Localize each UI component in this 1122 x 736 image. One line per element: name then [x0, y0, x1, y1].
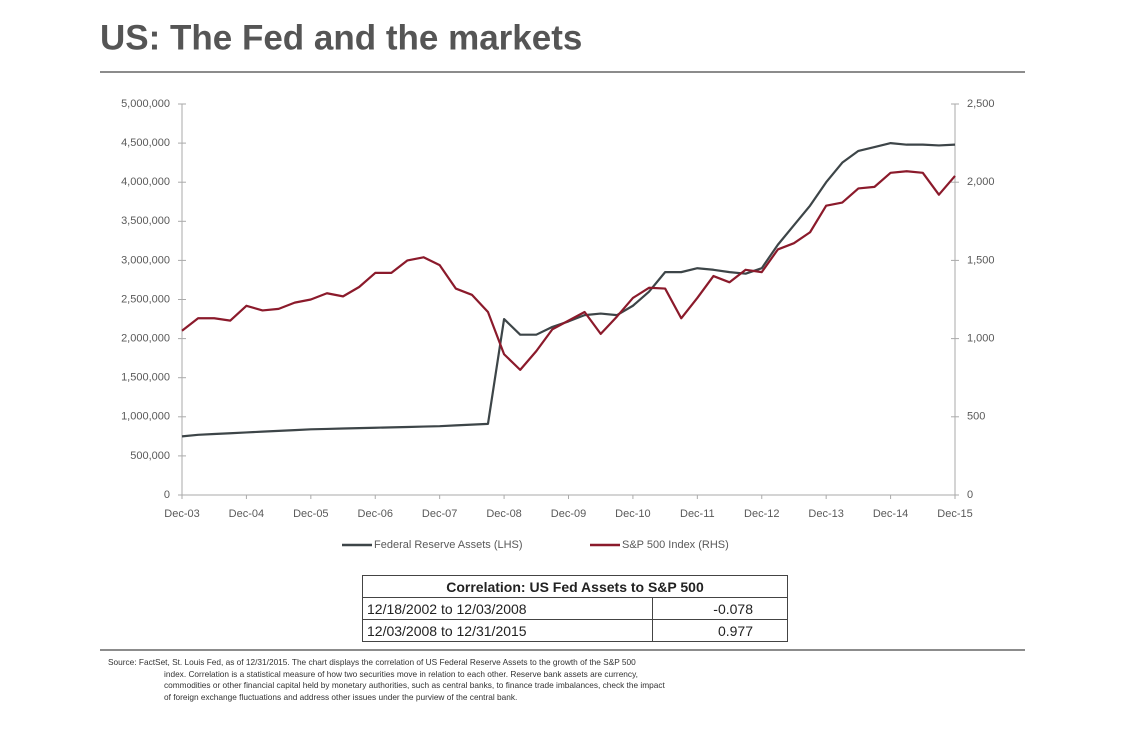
x-tick-label: Dec-08 — [486, 508, 521, 520]
source-line: index. Correlation is a statistical meas… — [164, 668, 638, 679]
x-tick-label: Dec-06 — [358, 508, 393, 520]
y2-tick-label: 1,000 — [967, 333, 995, 345]
legend-label: S&P 500 Index (RHS) — [622, 539, 729, 551]
table-cell: 12/18/2002 to 12/03/2008 — [362, 597, 653, 620]
x-tick-label: Dec-15 — [937, 508, 972, 520]
table-cell: 12/03/2008 to 12/31/2015 — [362, 619, 653, 642]
x-tick-label: Dec-04 — [229, 508, 264, 520]
y-tick-label: 3,500,000 — [121, 215, 170, 227]
source-line: of foreign exchange fluctuations and add… — [164, 691, 518, 702]
x-tick-label: Dec-05 — [293, 508, 328, 520]
x-tick-label: Dec-10 — [615, 508, 650, 520]
x-tick-label: Dec-12 — [744, 508, 779, 520]
y-tick-label: 4,000,000 — [121, 176, 170, 188]
y-tick-label: 1,000,000 — [121, 411, 170, 423]
table-cell: 0.977 — [651, 619, 789, 642]
x-tick-label: Dec-07 — [422, 508, 457, 520]
y2-tick-label: 2,000 — [967, 176, 995, 188]
y-tick-label: 5,000,000 — [121, 98, 170, 110]
source-line: commodities or other financial capital h… — [164, 680, 665, 690]
y-tick-label: 1,500,000 — [121, 372, 170, 384]
x-tick-label: Dec-09 — [551, 508, 586, 520]
y-tick-label: 2,000,000 — [121, 333, 170, 345]
legend-label: Federal Reserve Assets (LHS) — [374, 539, 523, 551]
y2-tick-label: 2,500 — [967, 98, 995, 110]
source-note: Source: FactSet, St. Louis Fed, as of 12… — [108, 657, 1008, 703]
table-title: Correlation: US Fed Assets to S&P 500 — [362, 575, 788, 598]
y-tick-label: 0 — [164, 489, 170, 501]
x-tick-label: Dec-14 — [873, 508, 908, 520]
series-line — [181, 142, 956, 438]
correlation-table: Correlation: US Fed Assets to S&P 500 12… — [362, 575, 789, 642]
table-cell: -0.078 — [651, 597, 789, 620]
x-tick-label: Dec-11 — [680, 508, 715, 520]
x-tick-label: Dec-13 — [808, 508, 843, 520]
series-line — [181, 170, 956, 371]
y-tick-label: 4,500,000 — [121, 137, 170, 149]
y2-tick-label: 0 — [967, 489, 973, 501]
y-tick-label: 500,000 — [130, 450, 170, 462]
y-tick-label: 2,500,000 — [121, 293, 170, 305]
y2-tick-label: 1,500 — [967, 254, 995, 266]
y-tick-label: 3,000,000 — [121, 254, 170, 266]
chart-title: US: The Fed and the markets — [100, 18, 582, 57]
y2-tick-label: 500 — [967, 411, 985, 423]
source-line: Source: FactSet, St. Louis Fed, as of 12… — [108, 657, 636, 667]
x-tick-label: Dec-03 — [164, 508, 199, 520]
